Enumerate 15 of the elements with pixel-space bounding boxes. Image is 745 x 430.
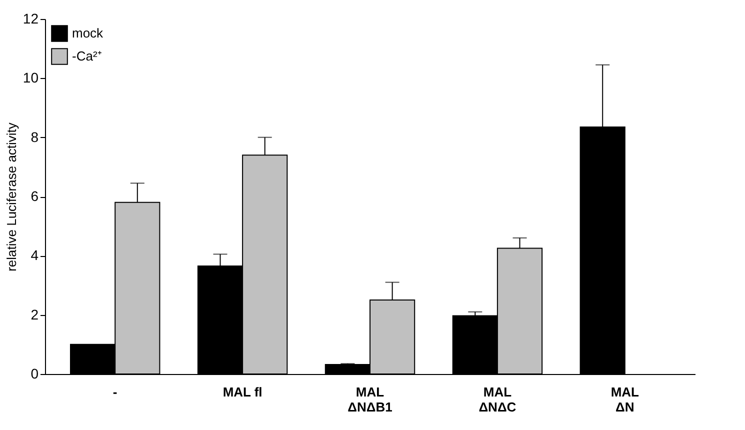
- y-tick-label: 6: [30, 188, 39, 204]
- x-tick-label: MAL fl: [222, 384, 262, 400]
- y-axis-title: relative Luciferase activity: [4, 122, 19, 272]
- y-tick-label: 4: [30, 247, 39, 264]
- y-tick-label: 8: [30, 128, 39, 145]
- x-tick-label: MAL ΔN: [610, 384, 640, 414]
- y-tick-label: 0: [30, 366, 39, 382]
- y-tick-label: 2: [30, 306, 39, 322]
- legend-label: mock: [72, 26, 104, 40]
- legend-label: -Ca²⁺: [72, 48, 102, 64]
- y-tick-label: 10: [22, 70, 39, 86]
- x-tick-label: MAL ΔNΔB1: [348, 384, 392, 414]
- x-tick-label: MAL ΔNΔC: [478, 384, 517, 414]
- y-tick-label: 12: [22, 10, 39, 26]
- x-tick-label: -: [112, 384, 118, 400]
